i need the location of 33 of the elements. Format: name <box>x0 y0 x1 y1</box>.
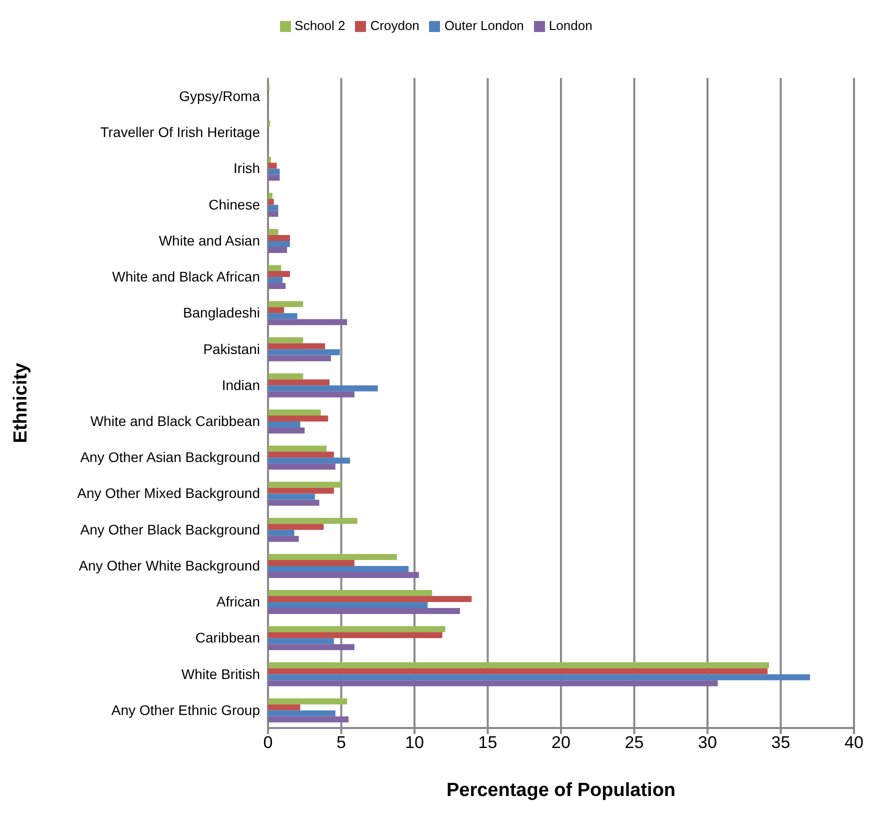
x-tick-label: 10 <box>405 733 424 752</box>
y-tick-label: White British <box>181 666 260 682</box>
y-tick-label: Any Other Asian Background <box>80 449 260 466</box>
y-tick-label: Gypsy/Roma <box>179 88 260 104</box>
x-tick-label: 5 <box>336 733 346 752</box>
x-tick-label: 30 <box>698 733 717 752</box>
y-tick-label: Irish <box>234 160 260 176</box>
y-tick-label: Pakistani <box>203 340 260 357</box>
y-tick-label: Any Other White Background <box>78 557 260 574</box>
y-tick-label: Indian <box>222 376 260 393</box>
y-tick-label: White and Black Caribbean <box>90 413 260 430</box>
x-tick-label: 20 <box>552 733 570 752</box>
y-tick-label: Bangladeshi <box>182 304 260 321</box>
legend-label: Croydon <box>370 18 420 33</box>
y-tick-label: White and Asian <box>158 232 260 248</box>
x-tick-label: 15 <box>478 733 498 752</box>
legend-label: School 2 <box>294 18 346 33</box>
y-tick-label: Any Other Mixed Background <box>77 485 260 502</box>
legend-label: London <box>548 18 592 33</box>
y-tick-label: Any Other Black Background <box>80 521 260 538</box>
legend-label: Outer London <box>444 18 524 33</box>
x-axis-title: Percentage of Population <box>446 780 676 801</box>
x-tick-label: 25 <box>624 733 644 752</box>
y-tick-label: Chinese <box>208 196 260 212</box>
y-tick-label: Traveller Of Irish Heritage <box>100 124 260 140</box>
y-tick-label: White and Black African <box>112 268 260 285</box>
y-tick-label: African <box>216 594 260 610</box>
x-tick-label: 35 <box>771 733 790 752</box>
y-tick-label: Any Other Ethnic Group <box>111 702 260 718</box>
y-tick-label: Caribbean <box>195 630 260 646</box>
x-tick-label: 0 <box>263 733 273 752</box>
x-tick-label: 40 <box>844 733 864 752</box>
y-axis-title: Ethnicity <box>10 362 32 444</box>
